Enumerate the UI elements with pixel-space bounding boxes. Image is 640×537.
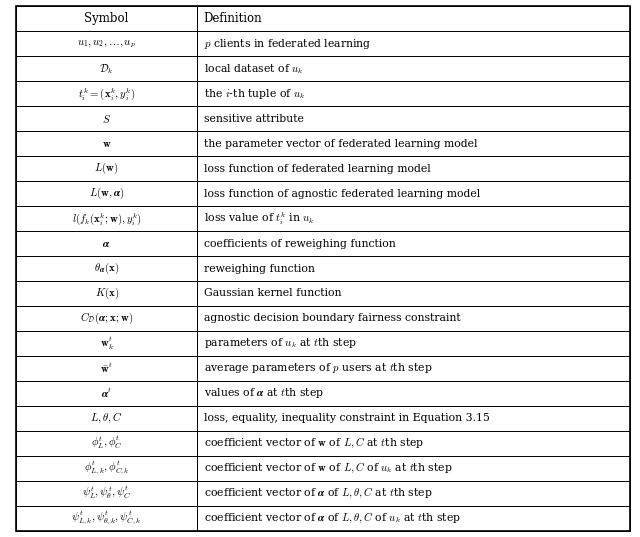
Bar [197, 281, 630, 306]
Bar [197, 231, 630, 256]
Text: $\psi_{L,k}^t, \psi_{\theta,k}^t, \psi_{C,k}^t$: $\psi_{L,k}^t, \psi_{\theta,k}^t, \psi_{… [72, 510, 142, 527]
Text: $u_1, u_2, \ldots, u_p$: $u_1, u_2, \ldots, u_p$ [77, 38, 136, 49]
Text: $l(f_k(\mathbf{x}_i^k; \mathbf{w}), y_i^k)$: $l(f_k(\mathbf{x}_i^k; \mathbf{w}), y_i^… [72, 210, 141, 227]
Bar [16, 431, 197, 456]
Bar [16, 481, 197, 506]
Bar [16, 181, 197, 206]
Text: the $i$-th tuple of $u_k$: the $i$-th tuple of $u_k$ [204, 87, 305, 101]
Bar [197, 181, 630, 206]
Bar [197, 306, 630, 331]
Text: loss, equality, inequality constraint in Equation 3.15: loss, equality, inequality constraint in… [204, 413, 490, 423]
Text: $\psi_L^t, \psi_{\theta}^t, \psi_C^t$: $\psi_L^t, \psi_{\theta}^t, \psi_C^t$ [82, 485, 131, 501]
Text: $\boldsymbol{\alpha}^t$: $\boldsymbol{\alpha}^t$ [101, 387, 112, 400]
Text: $\phi_L^t, \phi_C^t$: $\phi_L^t, \phi_C^t$ [91, 435, 122, 452]
Bar [197, 31, 630, 56]
Text: $\boldsymbol{\alpha}$: $\boldsymbol{\alpha}$ [102, 238, 111, 249]
Bar [16, 31, 197, 56]
Bar [197, 506, 630, 531]
Bar [16, 256, 197, 281]
Bar [16, 331, 197, 356]
Bar [16, 106, 197, 131]
Text: loss function of federated learning model: loss function of federated learning mode… [204, 164, 430, 173]
Text: Gaussian kernel function: Gaussian kernel function [204, 288, 341, 299]
Text: $\theta_{\boldsymbol{\alpha}}(\mathbf{x})$: $\theta_{\boldsymbol{\alpha}}(\mathbf{x}… [94, 261, 119, 276]
Bar [16, 131, 197, 156]
Bar [16, 206, 197, 231]
Bar [197, 156, 630, 181]
Bar [197, 381, 630, 406]
Bar [197, 356, 630, 381]
Text: $t_i^k = (\mathbf{x}_i^k, y_i^k)$: $t_i^k = (\mathbf{x}_i^k, y_i^k)$ [78, 85, 136, 102]
Text: sensitive attribute: sensitive attribute [204, 114, 303, 124]
Text: $L(\mathbf{w}, \boldsymbol{\alpha})$: $L(\mathbf{w}, \boldsymbol{\alpha})$ [89, 186, 124, 201]
Bar [16, 406, 197, 431]
Text: $\mathcal{D}_k$: $\mathcal{D}_k$ [99, 62, 114, 76]
Bar [16, 281, 197, 306]
Bar [197, 256, 630, 281]
Bar [197, 456, 630, 481]
Bar [197, 331, 630, 356]
Text: parameters of $u_k$ at $t$th step: parameters of $u_k$ at $t$th step [204, 336, 356, 350]
Text: $\mathbf{w}_k^t$: $\mathbf{w}_k^t$ [100, 335, 114, 352]
Text: local dataset of $u_k$: local dataset of $u_k$ [204, 62, 303, 76]
Text: $\mathbf{w}$: $\mathbf{w}$ [102, 139, 111, 149]
Text: $\phi_{L,k}^t, \phi_{C,k}^t$: $\phi_{L,k}^t, \phi_{C,k}^t$ [84, 460, 129, 477]
Text: coefficient vector of $\mathbf{w}$ of $L, C$ at $t$th step: coefficient vector of $\mathbf{w}$ of $L… [204, 436, 424, 451]
Bar [197, 81, 630, 106]
Bar [16, 381, 197, 406]
Text: loss value of $t_i^k$ in $u_k$: loss value of $t_i^k$ in $u_k$ [204, 210, 314, 227]
Bar [197, 431, 630, 456]
Text: values of $\boldsymbol{\alpha}$ at $t$th step: values of $\boldsymbol{\alpha}$ at $t$th… [204, 386, 324, 400]
Text: coefficients of reweighing function: coefficients of reweighing function [204, 238, 396, 249]
Bar [197, 481, 630, 506]
Text: agnostic decision boundary fairness constraint: agnostic decision boundary fairness cons… [204, 314, 460, 323]
Bar [16, 506, 197, 531]
Text: loss function of agnostic federated learning model: loss function of agnostic federated lear… [204, 188, 480, 199]
Bar [197, 106, 630, 131]
Text: Definition: Definition [204, 12, 262, 25]
Text: $S$: $S$ [102, 113, 111, 125]
Bar [197, 406, 630, 431]
Bar [16, 56, 197, 81]
Text: $L(\mathbf{w})$: $L(\mathbf{w})$ [94, 161, 119, 176]
Text: $p$ clients in federated learning: $p$ clients in federated learning [204, 37, 371, 51]
Bar [16, 156, 197, 181]
Text: $L, \theta, C$: $L, \theta, C$ [90, 411, 123, 425]
Bar [197, 131, 630, 156]
Bar [16, 306, 197, 331]
Bar [16, 456, 197, 481]
Text: coefficient vector of $\mathbf{w}$ of $L, C$ of $u_k$ at $t$th step: coefficient vector of $\mathbf{w}$ of $L… [204, 461, 452, 475]
Bar [197, 206, 630, 231]
Bar [16, 6, 197, 31]
Text: the parameter vector of federated learning model: the parameter vector of federated learni… [204, 139, 477, 149]
Text: coefficient vector of $\boldsymbol{\alpha}$ of $L, \theta, C$ at $t$th step: coefficient vector of $\boldsymbol{\alph… [204, 486, 433, 500]
Bar [16, 356, 197, 381]
Text: $\bar{\mathbf{w}}^t$: $\bar{\mathbf{w}}^t$ [100, 362, 113, 375]
Text: Symbol: Symbol [84, 12, 129, 25]
Text: $C_{\mathcal{D}}(\boldsymbol{\alpha}; \mathbf{x}; \mathbf{w})$: $C_{\mathcal{D}}(\boldsymbol{\alpha}; \m… [80, 311, 133, 326]
Bar [16, 231, 197, 256]
Text: average parameters of $p$ users at $t$th step: average parameters of $p$ users at $t$th… [204, 361, 432, 375]
Bar [16, 81, 197, 106]
Bar [197, 6, 630, 31]
Text: $K(\mathbf{x})$: $K(\mathbf{x})$ [95, 286, 119, 301]
Text: reweighing function: reweighing function [204, 264, 314, 273]
Bar [197, 56, 630, 81]
Text: coefficient vector of $\boldsymbol{\alpha}$ of $L, \theta, C$ of $u_k$ at $t$th : coefficient vector of $\boldsymbol{\alph… [204, 511, 461, 525]
